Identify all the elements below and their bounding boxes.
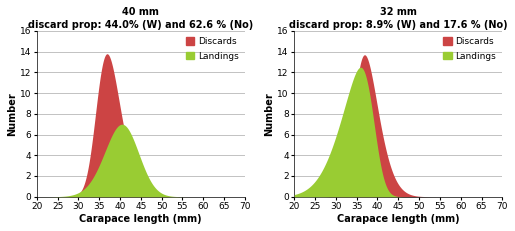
Y-axis label: Number: Number: [264, 92, 274, 136]
Legend: Discards, Landings: Discards, Landings: [184, 35, 241, 62]
Legend: Discards, Landings: Discards, Landings: [442, 35, 498, 62]
X-axis label: Carapace length (mm): Carapace length (mm): [337, 214, 459, 224]
X-axis label: Carapace length (mm): Carapace length (mm): [79, 214, 202, 224]
Title: 32 mm
discard prop: 8.9% (W) and 17.6 % (No): 32 mm discard prop: 8.9% (W) and 17.6 % …: [289, 7, 508, 30]
Title: 40 mm
discard prop: 44.0% (W) and 62.6 % (No): 40 mm discard prop: 44.0% (W) and 62.6 %…: [28, 7, 253, 30]
Y-axis label: Number: Number: [7, 92, 17, 136]
